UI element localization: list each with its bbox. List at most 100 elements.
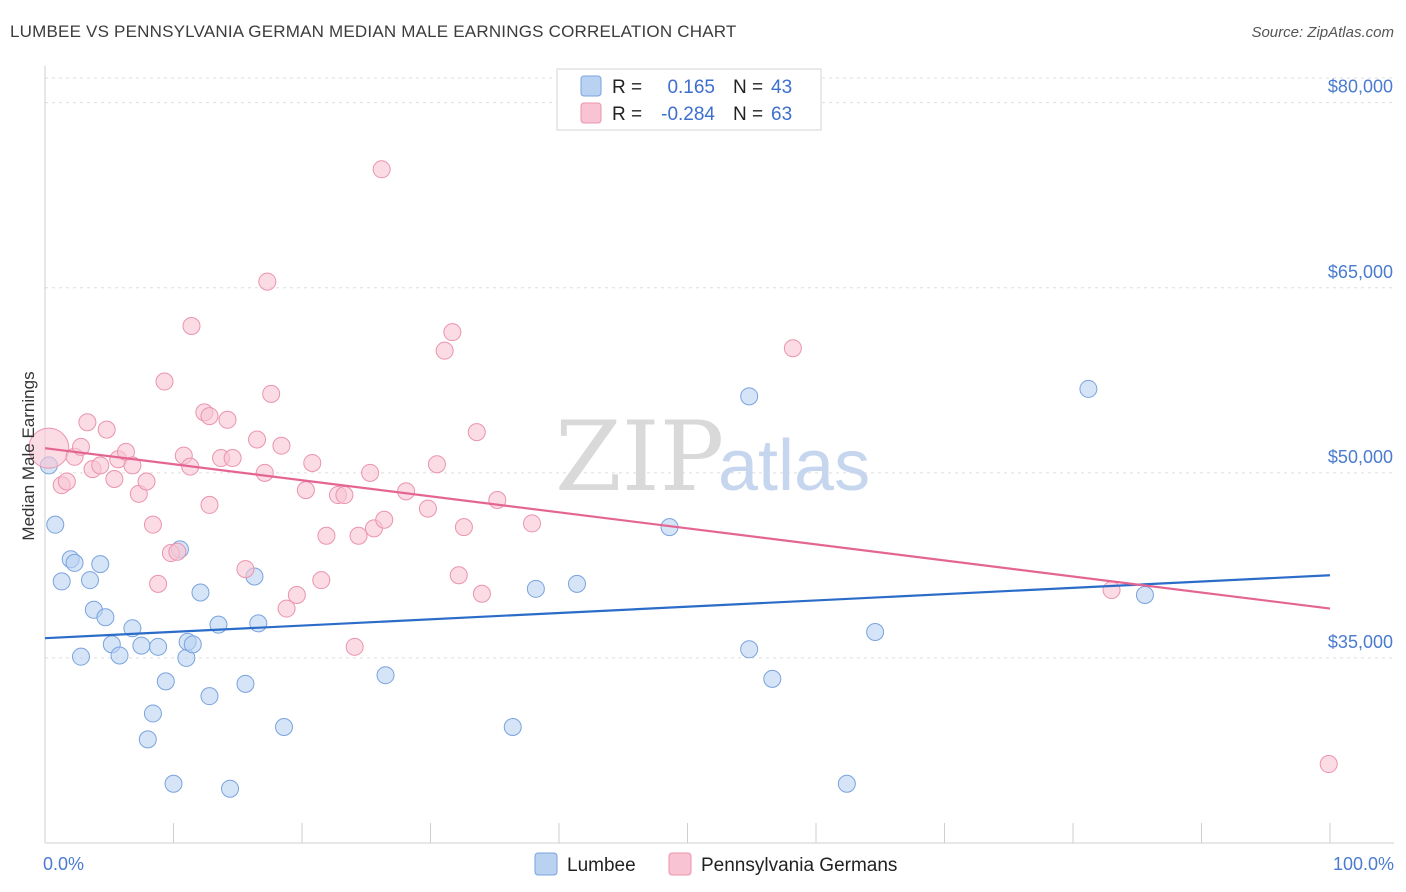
series-pg-points	[28, 160, 1338, 774]
x-tick-label-100: 100.0%	[1333, 854, 1394, 874]
pg-point	[443, 323, 462, 342]
lumbee-point	[149, 637, 168, 656]
watermark-zip: ZIP	[555, 401, 724, 513]
pg-point	[418, 499, 437, 518]
lumbee-point	[249, 614, 268, 633]
lumbee-point	[376, 666, 395, 685]
lumbee-point	[763, 669, 782, 688]
lumbee-point	[91, 555, 110, 574]
pg-point	[255, 463, 274, 482]
pg-point	[182, 317, 201, 336]
pg-point	[91, 456, 110, 475]
pg-point	[296, 481, 315, 500]
pg-point	[272, 436, 291, 455]
pg-point	[523, 514, 542, 533]
trend-lines	[44, 447, 1331, 640]
lumbee-point	[567, 574, 586, 593]
pg-point	[137, 472, 156, 491]
pg-point	[449, 566, 468, 585]
pg-point	[78, 413, 97, 432]
legend-n-value-pg: 63	[771, 104, 792, 125]
y-tick-label-2: $65,000	[1328, 262, 1393, 282]
pg-point	[97, 420, 116, 439]
pg-point	[262, 384, 281, 403]
lumbee-trend-line	[44, 574, 1331, 640]
pg-point	[1319, 755, 1338, 774]
pg-point	[454, 518, 473, 537]
legend-swatch-pg	[580, 102, 602, 124]
pg-point	[287, 585, 306, 604]
pg-point	[361, 463, 380, 482]
pg-trend-line	[44, 447, 1331, 610]
y-tick-label-1: $50,000	[1328, 447, 1393, 467]
pg-point	[467, 423, 486, 442]
pg-point	[349, 526, 368, 545]
pg-point	[1102, 581, 1121, 600]
pg-point	[168, 542, 187, 561]
pg-point	[427, 455, 446, 474]
pg-point	[143, 515, 162, 534]
pg-point	[258, 272, 277, 291]
lumbee-point	[156, 672, 175, 691]
legend-swatch-lumbee	[580, 75, 602, 97]
axes	[44, 66, 1394, 844]
pg-point	[57, 472, 76, 491]
lumbee-point	[46, 515, 65, 534]
pg-point	[303, 453, 322, 472]
lumbee-point	[138, 730, 157, 749]
lumbee-point	[191, 583, 210, 602]
lumbee-point	[526, 579, 545, 598]
legend-r-label-pg: R =	[612, 104, 642, 125]
pg-point	[149, 574, 168, 593]
correlation-legend: R = 0.165 N = 43 R = -0.284 N = 63	[556, 68, 822, 131]
lumbee-point	[740, 387, 759, 406]
lumbee-point	[132, 636, 151, 655]
pg-point	[317, 526, 336, 545]
y-tick-label-3: $80,000	[1328, 77, 1393, 97]
pg-point	[248, 430, 267, 449]
pg-point	[200, 407, 219, 426]
lumbee-point	[123, 619, 142, 638]
series-legend-label-pg: Pennsylvania Germans	[701, 855, 897, 876]
y-tick-label-0: $35,000	[1328, 632, 1393, 652]
pg-point	[435, 341, 454, 360]
lumbee-point	[1079, 379, 1098, 398]
lumbee-point	[866, 623, 885, 642]
pg-point	[200, 495, 219, 514]
pg-point	[472, 584, 491, 603]
lumbee-point	[200, 687, 219, 706]
pg-point	[123, 456, 142, 475]
lumbee-point	[65, 553, 84, 572]
lumbee-point	[164, 774, 183, 793]
series-legend-label-lumbee: Lumbee	[567, 855, 636, 876]
lumbee-point	[740, 640, 759, 659]
series-legend-swatch-lumbee	[534, 852, 558, 876]
lumbee-point	[143, 704, 162, 723]
pg-point	[372, 160, 391, 179]
x-tick-label-0: 0.0%	[43, 854, 84, 874]
lumbee-point	[837, 774, 856, 793]
pg-point	[345, 637, 364, 656]
lumbee-point	[80, 571, 99, 590]
lumbee-point	[183, 635, 202, 654]
lumbee-point	[275, 718, 294, 737]
lumbee-point	[221, 779, 240, 798]
legend-r-label-lumbee: R =	[612, 77, 642, 98]
pg-point	[277, 599, 296, 618]
pg-point	[335, 486, 354, 505]
legend-r-value-lumbee: 0.165	[667, 77, 715, 98]
lumbee-point	[1135, 585, 1154, 604]
y-axis-label: Median Male Earnings	[19, 371, 38, 540]
pg-point	[155, 372, 174, 391]
lumbee-point	[71, 647, 90, 666]
legend-n-label-pg: N =	[733, 104, 763, 125]
pg-point	[236, 560, 255, 579]
lumbee-point	[96, 608, 115, 627]
series-legend: Lumbee Pennsylvania Germans	[534, 852, 897, 876]
y-tick-labels: $35,000 $50,000 $65,000 $80,000	[1328, 77, 1393, 652]
pg-point	[375, 510, 394, 529]
chart-title: LUMBEE VS PENNSYLVANIA GERMAN MEDIAN MAL…	[10, 22, 737, 41]
lumbee-point	[236, 674, 255, 693]
legend-n-value-lumbee: 43	[771, 77, 792, 98]
pg-point	[223, 449, 242, 468]
